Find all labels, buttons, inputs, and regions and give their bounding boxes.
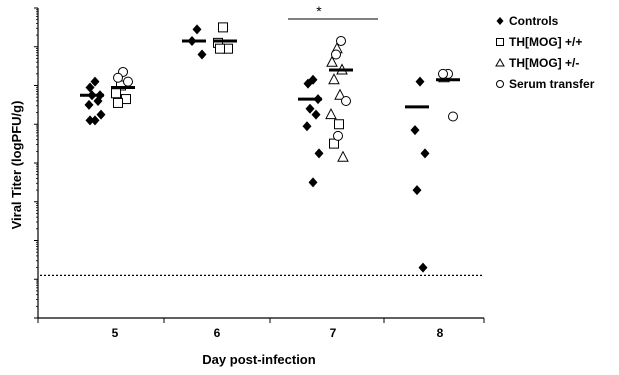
diamond-marker bbox=[410, 125, 420, 136]
diamond-marker bbox=[420, 148, 430, 159]
circle-marker bbox=[341, 96, 351, 106]
triangle-marker bbox=[328, 73, 340, 85]
diamond-marker bbox=[197, 49, 207, 60]
diamond-marker bbox=[85, 82, 95, 93]
square-marker bbox=[111, 88, 121, 99]
legend-square-icon bbox=[496, 38, 504, 46]
mean-bars bbox=[80, 39, 460, 109]
circle-marker bbox=[448, 111, 458, 122]
x-tick-label: 8 bbox=[437, 326, 444, 340]
diamond-marker bbox=[412, 185, 422, 196]
legend-triangle-icon bbox=[495, 57, 505, 67]
triangle-marker bbox=[334, 88, 346, 100]
diamond-marker bbox=[85, 115, 95, 126]
diamond-marker bbox=[311, 109, 321, 120]
diamond-marker bbox=[90, 115, 100, 126]
x-axis-title: Day post-infection bbox=[202, 352, 315, 367]
diamond-marker bbox=[96, 109, 106, 120]
significance-label: * bbox=[316, 3, 322, 19]
data-marks bbox=[84, 22, 458, 273]
diamond-marker bbox=[93, 96, 103, 106]
diamond-marker bbox=[418, 262, 428, 273]
circle-marker bbox=[438, 68, 448, 79]
diamond-marker bbox=[302, 121, 312, 132]
x-axis: 5 6 7 8 bbox=[37, 317, 485, 340]
diamond-marker bbox=[90, 76, 100, 87]
circle-marker bbox=[333, 130, 343, 141]
diamond-marker bbox=[303, 78, 313, 89]
y-axis bbox=[34, 7, 39, 319]
significance-annotation: * bbox=[288, 3, 378, 20]
legend-label: TH[MOG] +/- bbox=[509, 56, 579, 70]
square-marker bbox=[218, 22, 228, 33]
legend-label: TH[MOG] +/+ bbox=[509, 35, 582, 49]
triangle-marker bbox=[337, 150, 349, 162]
x-tick-label: 6 bbox=[214, 326, 221, 340]
square-marker bbox=[113, 97, 123, 108]
circle-marker bbox=[331, 49, 341, 60]
diamond-marker bbox=[84, 99, 94, 110]
circle-marker bbox=[113, 72, 123, 83]
diamond-marker bbox=[192, 24, 202, 35]
triangle-marker bbox=[326, 55, 338, 67]
triangle-marker bbox=[325, 107, 337, 120]
legend: Controls TH[MOG] +/+ TH[MOG] +/- Serum tran… bbox=[495, 14, 595, 91]
x-axis-ticks: 5 6 7 8 bbox=[37, 318, 485, 340]
x-tick-label: 7 bbox=[330, 326, 337, 340]
legend-diamond-icon bbox=[496, 17, 504, 25]
square-marker bbox=[215, 43, 225, 54]
diamond-marker bbox=[305, 103, 315, 114]
legend-label: Controls bbox=[509, 14, 559, 28]
x-tick-label: 5 bbox=[112, 326, 119, 340]
y-axis-ticks bbox=[34, 7, 38, 319]
legend-label: Serum transfer bbox=[509, 77, 595, 91]
circle-marker bbox=[336, 35, 346, 46]
diamond-marker bbox=[314, 148, 324, 159]
diamond-marker bbox=[415, 76, 425, 87]
y-axis-title: Viral Titer (logPFU/g) bbox=[9, 101, 24, 230]
square-marker bbox=[329, 138, 339, 149]
diamond-marker bbox=[308, 177, 318, 188]
circle-marker bbox=[123, 76, 133, 87]
legend-circle-icon bbox=[496, 80, 504, 88]
square-marker bbox=[334, 119, 344, 130]
